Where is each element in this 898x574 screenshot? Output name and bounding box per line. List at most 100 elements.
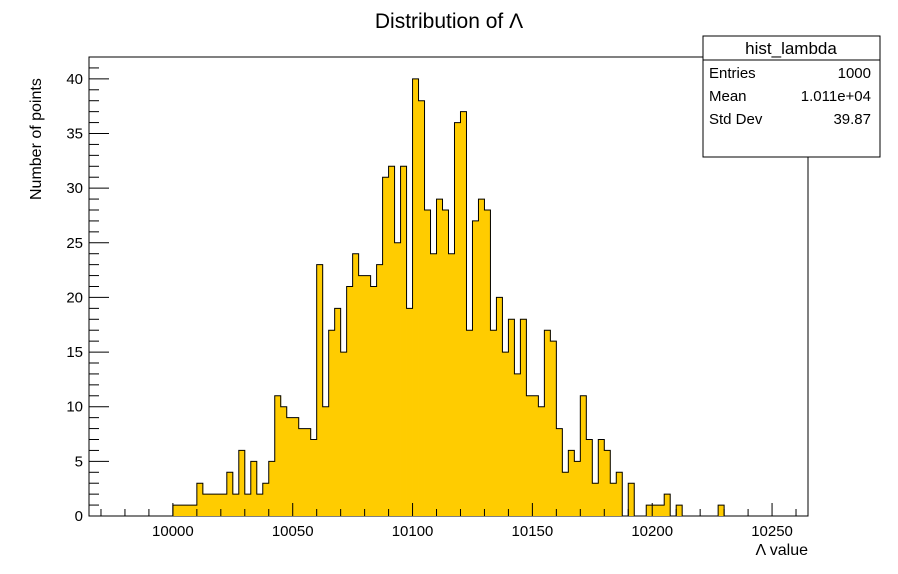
histogram-bar [574, 461, 581, 516]
histogram-bar [292, 417, 300, 516]
y-tick-label: 20 [66, 289, 83, 306]
histogram-bar [568, 450, 575, 516]
histogram-bar [412, 78, 419, 517]
stats-box-title: hist_lambda [745, 39, 837, 58]
histogram-bar [190, 505, 198, 516]
x-tick-label: 10100 [392, 523, 434, 540]
histogram-bar [400, 166, 407, 517]
x-tick-label: 10150 [512, 523, 554, 540]
histogram-bar [448, 253, 455, 516]
histogram-bar [652, 505, 659, 516]
histogram-outline [89, 78, 749, 517]
histogram-bar [562, 472, 569, 516]
histogram-bar [490, 330, 497, 516]
histogram-bar [274, 395, 282, 516]
x-tick-label: 10050 [272, 523, 314, 540]
histogram-bar [718, 505, 725, 516]
histogram-bar [202, 494, 210, 516]
y-tick-label: 35 [66, 126, 83, 143]
histogram-bar [298, 428, 306, 516]
stats-stddev-label: Std Dev [709, 111, 763, 128]
stats-entries-value: 1000 [838, 65, 871, 82]
histogram-bar [436, 199, 443, 516]
histogram-bar [598, 439, 605, 516]
histogram-bar [406, 308, 413, 516]
histogram-bar [556, 428, 563, 516]
histogram-bar [646, 505, 653, 516]
histogram-bar [592, 483, 599, 516]
histogram-bar [418, 100, 425, 517]
histogram-bar [208, 494, 216, 516]
histogram-bar [664, 494, 671, 516]
histogram-bar [586, 439, 593, 516]
histogram-bar [346, 286, 354, 516]
histogram-bar [382, 177, 389, 516]
histogram-bar [628, 483, 635, 516]
histogram-bar [178, 505, 186, 516]
y-tick-label: 5 [75, 453, 83, 470]
histogram-bar [268, 461, 276, 516]
y-tick-label: 15 [66, 344, 83, 361]
histogram-bar [514, 373, 521, 516]
histogram-bar [196, 483, 204, 516]
histogram-bar [472, 220, 479, 516]
histogram-bar [454, 122, 461, 516]
histogram-bar [370, 286, 377, 516]
histogram-bar [550, 341, 557, 516]
x-axis-label: Λ value [756, 542, 809, 559]
histogram-bar [508, 319, 515, 516]
histogram-bar [580, 395, 587, 516]
histogram-bar [232, 494, 240, 516]
histogram-bar [238, 450, 246, 516]
y-tick-label: 30 [66, 180, 83, 197]
histogram-bar [478, 199, 485, 516]
histogram-bar [316, 264, 324, 516]
y-tick-label: 0 [75, 508, 83, 525]
histogram-bar [520, 319, 527, 516]
histogram-bar [658, 505, 665, 516]
histogram-bar [304, 428, 312, 516]
histogram-bar [322, 406, 330, 516]
histogram-bar [610, 483, 617, 516]
x-tick-label: 10000 [152, 523, 194, 540]
histogram-bar [328, 330, 336, 516]
histogram-bars [172, 78, 725, 517]
y-tick-label: 10 [66, 399, 83, 416]
histogram-bar [262, 483, 270, 516]
histogram-bar [244, 494, 252, 516]
stats-mean-value: 1.011e+04 [801, 88, 871, 105]
histogram-bar [424, 210, 431, 516]
histogram-bar [256, 494, 264, 516]
histogram-bar [286, 417, 294, 516]
histogram-bar [310, 439, 318, 516]
y-axis-label: Number of points [28, 78, 45, 200]
stats-box: hist_lambda Entries 1000 Mean 1.011e+04 … [702, 35, 881, 158]
x-tick-label: 10250 [751, 523, 793, 540]
histogram-bar [214, 494, 222, 516]
histogram-bar [484, 210, 491, 516]
histogram-bar [394, 242, 401, 517]
histogram-bar [430, 253, 437, 516]
stats-entries-label: Entries [709, 65, 756, 82]
histogram-bar [172, 505, 180, 516]
histogram-bar [250, 461, 258, 516]
histogram-bar [334, 308, 342, 516]
histogram-bar [502, 352, 509, 516]
histogram-bar [184, 505, 192, 516]
histogram-bar [352, 253, 360, 516]
histogram-bar [676, 505, 683, 516]
histogram-bar [460, 111, 467, 516]
histogram-bar [226, 472, 234, 516]
histogram-bar [340, 352, 348, 516]
y-tick-label: 40 [66, 71, 83, 88]
histogram-bar [604, 450, 611, 516]
histogram-bar [538, 406, 545, 516]
histogram-bar [544, 330, 551, 516]
histogram-bar [532, 395, 539, 516]
x-axis: 10000 10050 10100 10150 10200 10250 [100, 503, 797, 540]
histogram-bar [364, 275, 372, 516]
y-axis: 0 5 10 15 20 25 30 35 40 [66, 56, 109, 525]
histogram-bar [496, 297, 503, 516]
histogram-bar [442, 210, 449, 516]
